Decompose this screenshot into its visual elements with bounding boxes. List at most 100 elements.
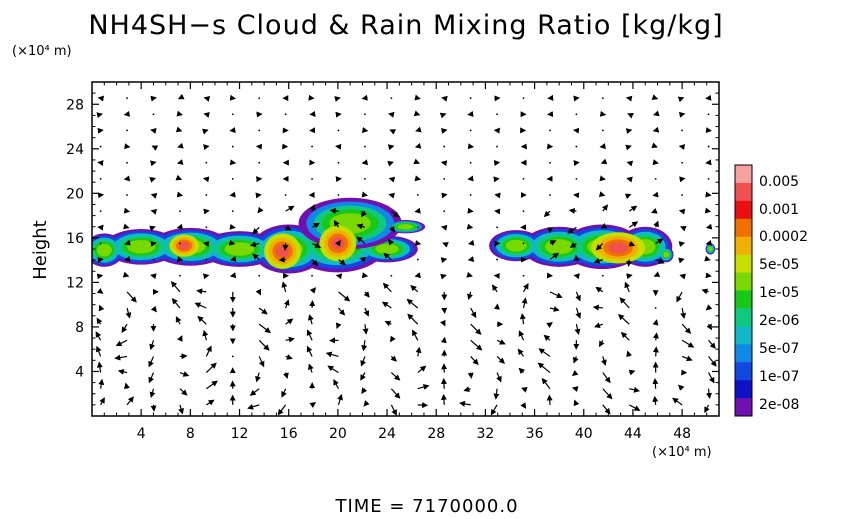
wind-vector — [519, 313, 526, 325]
colorbar-swatch — [735, 380, 752, 399]
colorbar-swatch — [735, 236, 752, 256]
wind-vector — [522, 177, 525, 180]
wind-vector — [676, 291, 683, 303]
wind-vector — [231, 113, 234, 116]
wind-vector — [681, 323, 692, 334]
wind-vector — [652, 319, 659, 326]
wind-vector — [463, 386, 471, 393]
wind-vector — [415, 346, 422, 357]
wind-vector — [285, 318, 294, 325]
wind-vector — [575, 113, 578, 116]
wind-vector — [571, 370, 579, 377]
cloud-core — [608, 242, 628, 254]
wind-vector — [205, 226, 208, 229]
wind-vector — [595, 243, 604, 251]
wind-vector — [652, 332, 659, 341]
wind-vector — [249, 388, 260, 396]
wind-vector — [383, 252, 392, 261]
wind-vector — [117, 368, 128, 375]
wind-vector — [309, 402, 317, 408]
wind-vector — [205, 345, 212, 357]
wind-vector — [628, 205, 638, 212]
wind-vector — [496, 226, 498, 229]
wind-vector — [231, 177, 234, 180]
wind-vector — [99, 145, 102, 148]
wind-vector — [258, 161, 261, 164]
wind-vector — [325, 351, 339, 358]
wind-vector — [179, 388, 188, 396]
wind-vector — [258, 339, 270, 351]
colorbar-swatch — [735, 308, 752, 327]
wind-vector — [356, 236, 366, 244]
wind-vector — [148, 356, 155, 368]
y-tick-label: 4 — [75, 364, 84, 380]
wind-vector — [308, 363, 314, 373]
wind-vector — [205, 380, 218, 390]
cloud-cell — [663, 251, 669, 258]
wind-vector — [469, 194, 472, 196]
wind-vector — [170, 281, 181, 293]
wind-vector — [337, 129, 340, 132]
wind-vector — [335, 322, 342, 330]
wind-vector — [410, 285, 419, 293]
wind-vector — [361, 210, 367, 218]
wind-vector — [283, 299, 290, 309]
wind-vector — [467, 372, 474, 379]
wind-vector — [601, 129, 604, 132]
wind-vector — [258, 274, 261, 277]
wind-vector — [196, 288, 207, 295]
wind-vector — [708, 339, 716, 349]
wind-vector — [416, 226, 419, 229]
colorbar-swatch — [735, 182, 752, 202]
colorbar-swatch — [735, 362, 752, 381]
wind-vector — [549, 240, 557, 246]
wind-vector — [381, 301, 392, 309]
colorbar-label: 5e-07 — [759, 341, 799, 357]
wind-vector — [459, 400, 471, 407]
wind-vector — [681, 129, 684, 132]
wind-vector — [707, 145, 710, 148]
wind-vector — [654, 177, 657, 180]
wind-vector — [522, 274, 525, 277]
wind-vector — [179, 353, 188, 360]
wind-vector — [150, 305, 157, 313]
wind-vector — [680, 307, 687, 320]
colorbar-swatch — [735, 218, 752, 238]
wind-vector — [258, 323, 271, 334]
wind-vector — [390, 404, 397, 416]
y-axis-label: Height — [30, 220, 51, 280]
wind-vector — [258, 97, 261, 100]
wind-vector — [360, 372, 366, 381]
wind-vector — [618, 313, 630, 325]
wind-vector — [517, 348, 525, 357]
wind-vector — [652, 378, 659, 389]
wind-vector — [382, 282, 392, 293]
wind-vector — [285, 336, 295, 343]
wind-vector — [363, 400, 370, 407]
wind-vector — [652, 395, 659, 405]
cloud-cell — [224, 242, 255, 256]
wind-vector — [655, 258, 665, 264]
wind-vector — [390, 372, 401, 381]
wind-vector — [179, 242, 181, 245]
x-tick-label: 20 — [329, 426, 347, 442]
wind-vector — [416, 258, 419, 261]
wind-vector — [440, 319, 446, 327]
wind-vector — [95, 331, 102, 341]
wind-vector — [546, 394, 553, 405]
wind-vector — [541, 377, 551, 390]
colorbar-swatch — [735, 165, 752, 184]
wind-vector — [356, 223, 366, 230]
wind-vector — [338, 259, 346, 266]
wind-vector — [126, 194, 128, 196]
wind-vector — [598, 340, 605, 348]
colorbar-swatch — [735, 326, 752, 345]
wind-vector — [706, 388, 713, 399]
wind-vector — [522, 282, 529, 293]
wind-vector — [575, 307, 582, 319]
wind-vector — [258, 356, 265, 368]
colorbar-swatch — [735, 398, 752, 417]
wind-vector — [469, 97, 472, 100]
wind-vector — [335, 239, 341, 247]
